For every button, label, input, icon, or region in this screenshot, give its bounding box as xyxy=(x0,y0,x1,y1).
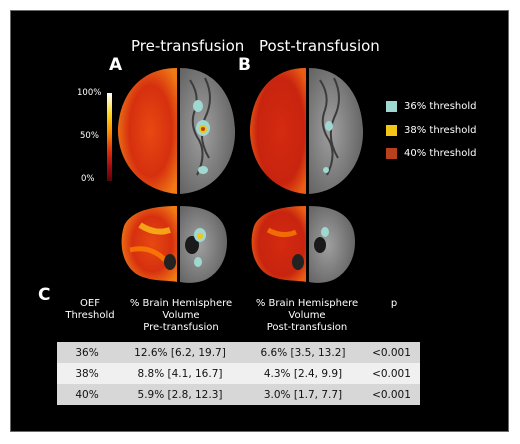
oef-colorbar xyxy=(107,93,112,181)
cell-p: <0.001 xyxy=(372,346,411,359)
legend-swatch-40 xyxy=(386,147,397,159)
header-post-line2: Volume xyxy=(288,310,326,321)
header-oef-threshold: OEF Threshold xyxy=(60,298,120,322)
colorbar-max-label: 100% xyxy=(77,88,102,98)
cell-pre: 5.9% [2.8, 12.3] xyxy=(137,388,223,401)
panel-a-axial-slice xyxy=(117,68,236,194)
cell-pre: 8.8% [4.1, 16.7] xyxy=(137,367,223,380)
header-oef-line1: OEF xyxy=(80,298,100,309)
post-threshold-region-2 xyxy=(323,167,329,173)
cell-p: <0.001 xyxy=(372,388,411,401)
cell-threshold: 40% xyxy=(75,388,99,401)
cell-post: 6.6% [3.5, 13.2] xyxy=(260,346,346,359)
cell-threshold: 36% xyxy=(75,346,99,359)
cell-post: 4.3% [2.4, 9.9] xyxy=(263,367,343,380)
panel-b-lower-slice xyxy=(251,206,356,283)
legend-label-40: 40% threshold xyxy=(404,147,477,159)
legend-38-threshold: 38% threshold xyxy=(386,124,477,136)
header-post-line3: Post-transfusion xyxy=(266,322,348,333)
post-transfusion-title: Post-transfusion xyxy=(259,37,380,55)
header-p-line1: p xyxy=(390,298,398,309)
legend-36-threshold: 36% threshold xyxy=(386,100,477,112)
colorbar-mid-label: 50% xyxy=(80,131,99,141)
header-pre-volume: % Brain Hemisphere Volume Pre-transfusio… xyxy=(122,298,240,334)
pre-transfusion-title: Pre-transfusion xyxy=(131,37,245,55)
header-pre-line3: Pre-transfusion xyxy=(143,322,219,333)
legend-swatch-36 xyxy=(386,100,397,112)
pre-oef-hemisphere xyxy=(117,68,177,194)
panel-label-b: B xyxy=(238,55,251,75)
panel-a-lower-slice xyxy=(121,206,228,283)
header-pre-line2: Volume xyxy=(162,310,200,321)
panel-label-c: C xyxy=(38,285,51,305)
pre-threshold-region-3 xyxy=(198,166,208,174)
cell-threshold: 38% xyxy=(75,367,99,380)
header-oef-line2: Threshold xyxy=(65,310,115,321)
results-table: 36% 12.6% [6.2, 19.7] 6.6% [3.5, 13.2] <… xyxy=(57,342,420,405)
legend-label-38: 38% threshold xyxy=(404,124,477,136)
header-pre-line1: % Brain Hemisphere xyxy=(129,298,233,309)
post-anatomy-hemisphere xyxy=(309,68,364,194)
header-p-value: p xyxy=(372,298,416,310)
table-row: 36% 12.6% [6.2, 19.7] 6.6% [3.5, 13.2] <… xyxy=(57,342,420,363)
panel-b-axial-slice xyxy=(249,68,364,194)
panel-label-a: A xyxy=(109,55,123,75)
header-post-line1: % Brain Hemisphere xyxy=(255,298,359,309)
cell-post: 3.0% [1.7, 7.7] xyxy=(263,388,343,401)
colorbar-min-label: 0% xyxy=(81,174,95,184)
post-oef-hemisphere xyxy=(249,68,306,194)
header-post-volume: % Brain Hemisphere Volume Post-transfusi… xyxy=(248,298,366,334)
cell-p: <0.001 xyxy=(372,367,411,380)
legend-label-36: 36% threshold xyxy=(404,100,477,112)
table-row: 40% 5.9% [2.8, 12.3] 3.0% [1.7, 7.7] <0.… xyxy=(57,384,420,405)
legend-swatch-38 xyxy=(386,124,397,136)
table-row: 38% 8.8% [4.1, 16.7] 4.3% [2.4, 9.9] <0.… xyxy=(57,363,420,384)
cell-pre: 12.6% [6.2, 19.7] xyxy=(134,346,226,359)
legend-40-threshold: 40% threshold xyxy=(386,147,477,159)
pre-threshold-region-1 xyxy=(193,100,203,112)
post-threshold-region-1 xyxy=(325,121,333,131)
